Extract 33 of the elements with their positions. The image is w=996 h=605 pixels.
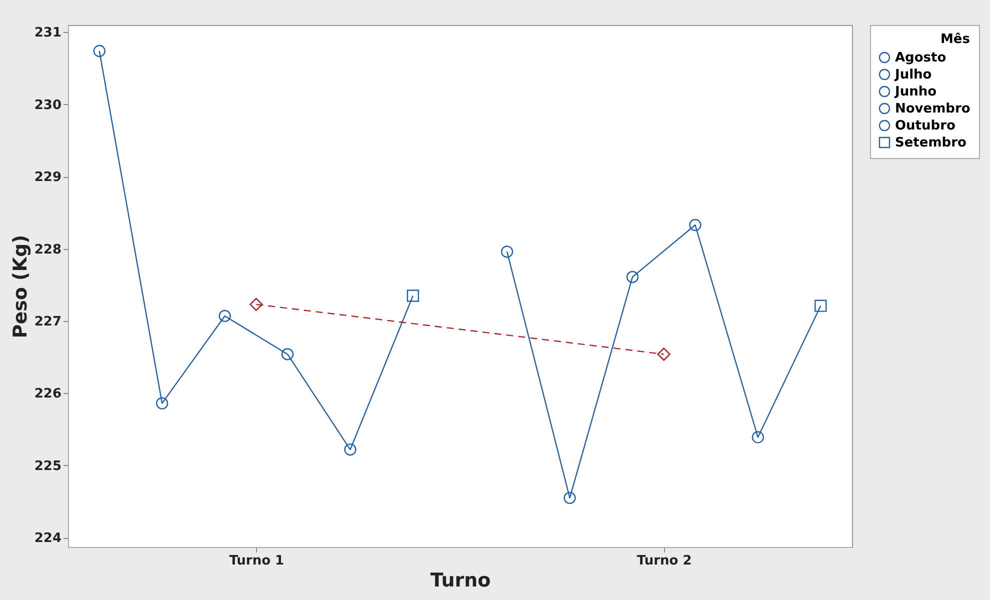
point: [814, 300, 827, 312]
y-tick-label: 225: [34, 458, 62, 474]
x-tick-label: Turno 2: [636, 554, 692, 568]
legend-title: Mês: [940, 32, 970, 47]
legend-label: Outubro: [895, 118, 956, 134]
point: [250, 298, 263, 311]
point: [218, 310, 231, 322]
y-tick-label: 226: [34, 386, 62, 402]
x-tick-label: Turno 1: [229, 554, 284, 568]
legend-label: Julho: [894, 68, 932, 82]
y-tick-label: 224: [34, 531, 62, 546]
point: [752, 431, 764, 444]
y-tick-label: 230: [34, 98, 62, 113]
point: [657, 348, 670, 361]
point: [564, 492, 576, 504]
y-tick-label: 227: [34, 314, 62, 330]
y-tick-label: 231: [34, 26, 62, 41]
point: [689, 218, 702, 232]
legend-label: Novembro: [895, 102, 970, 116]
legend-label: Agosto: [895, 50, 946, 66]
x-axis-title: Turno: [430, 570, 491, 592]
point: [344, 443, 356, 456]
y-axis-title: Peso (Kg): [9, 234, 32, 338]
point: [500, 246, 514, 258]
y-tick-label: 229: [34, 170, 62, 186]
point: [93, 44, 106, 58]
legend-label: Junho: [894, 84, 937, 100]
y-tick-label: 228: [34, 242, 62, 258]
legend-label: Setembro: [895, 136, 966, 150]
point: [406, 290, 420, 302]
point: [156, 397, 168, 410]
point: [281, 348, 294, 360]
point: [626, 270, 639, 284]
